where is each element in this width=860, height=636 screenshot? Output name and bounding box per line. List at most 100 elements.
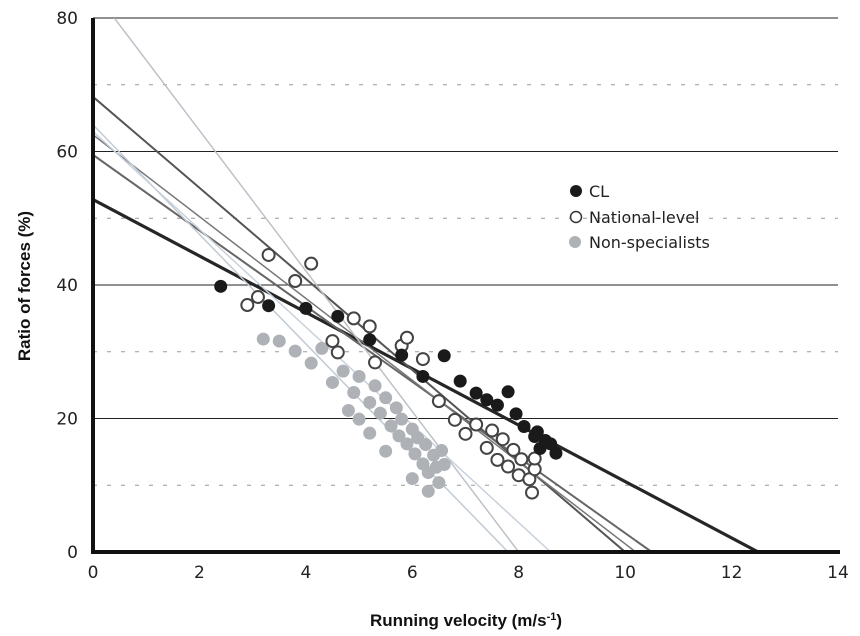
- data-point: [453, 374, 467, 388]
- data-point: [363, 333, 377, 347]
- data-point: [240, 298, 255, 313]
- data-point: [525, 485, 540, 500]
- x-axis-label: Running velocity (m/s-1): [370, 611, 562, 630]
- y-tick-label: 20: [56, 410, 78, 430]
- data-point: [352, 412, 366, 426]
- data-point: [304, 356, 318, 370]
- data-point: [501, 385, 515, 399]
- data-point: [431, 394, 446, 409]
- data-point: [479, 440, 494, 455]
- data-point: [485, 423, 500, 438]
- data-point: [395, 412, 409, 426]
- legend-label-cl: CL: [589, 182, 609, 201]
- legend-label-nonspecialists: Non-specialists: [589, 233, 710, 252]
- data-point: [379, 391, 393, 405]
- data-point: [330, 345, 345, 360]
- data-points: [214, 247, 563, 500]
- data-point: [416, 369, 430, 383]
- data-point: [530, 425, 544, 439]
- y-tick-labels: 0 20 40 60 80: [56, 9, 78, 563]
- data-point: [304, 256, 319, 271]
- data-point: [272, 334, 286, 348]
- data-point: [490, 398, 504, 412]
- data-point: [495, 432, 510, 447]
- data-point: [352, 369, 366, 383]
- data-point: [419, 438, 433, 452]
- data-point: [362, 319, 377, 334]
- x-tick-label: 8: [513, 563, 524, 583]
- data-point: [363, 395, 377, 409]
- data-point: [527, 451, 542, 466]
- data-point: [363, 426, 377, 440]
- data-point: [325, 334, 340, 349]
- data-point: [288, 273, 303, 288]
- regression-line: [93, 154, 653, 552]
- x-tick-labels: 0 2 4 6 8 10 12 14: [88, 563, 849, 583]
- data-point: [400, 437, 414, 451]
- data-point: [214, 279, 228, 293]
- data-point: [447, 412, 462, 427]
- legend-marker-national: [569, 210, 583, 224]
- data-point: [509, 407, 523, 421]
- data-point: [399, 330, 414, 345]
- y-tick-label: 80: [56, 9, 78, 29]
- data-point: [395, 348, 409, 362]
- legend-marker-cl: [570, 185, 582, 197]
- data-point: [331, 309, 345, 323]
- data-point: [262, 299, 276, 313]
- data-point: [373, 406, 387, 420]
- data-point: [299, 301, 313, 315]
- y-tick-label: 0: [67, 543, 78, 563]
- data-point: [405, 472, 419, 486]
- data-point: [421, 484, 435, 498]
- data-point: [384, 419, 398, 433]
- data-point: [325, 375, 339, 389]
- legend-marker-nonspecialists: [569, 236, 581, 248]
- data-point: [437, 349, 451, 363]
- data-point: [415, 352, 430, 367]
- x-tick-label: 12: [721, 563, 743, 583]
- data-point: [256, 332, 270, 346]
- data-point: [549, 446, 563, 460]
- data-point: [506, 442, 521, 457]
- y-tick-label: 40: [56, 276, 78, 296]
- data-point: [250, 290, 265, 305]
- data-point: [315, 341, 329, 355]
- regression-line: [93, 130, 552, 552]
- data-point: [469, 417, 484, 432]
- data-point: [432, 476, 446, 490]
- x-tick-label: 6: [407, 563, 418, 583]
- regression-line: [93, 96, 626, 552]
- data-point: [261, 247, 276, 262]
- data-point: [480, 393, 494, 407]
- x-tick-label: 4: [300, 563, 311, 583]
- data-point: [368, 355, 383, 370]
- data-point: [437, 458, 451, 472]
- axes: [91, 18, 840, 554]
- data-point: [368, 379, 382, 393]
- data-point: [490, 452, 505, 467]
- data-point: [517, 420, 531, 434]
- data-point: [469, 386, 483, 400]
- y-axis-label: Ratio of forces (%): [15, 211, 34, 361]
- x-tick-label: 14: [827, 563, 849, 583]
- regression-line: [113, 18, 520, 552]
- legend: CL National-level Non-specialists: [569, 182, 710, 252]
- y-tick-label: 60: [56, 143, 78, 163]
- x-tick-label: 10: [614, 563, 636, 583]
- data-point: [514, 452, 529, 467]
- data-point: [501, 459, 516, 474]
- data-point: [347, 385, 361, 399]
- data-point: [288, 344, 302, 358]
- legend-label-national: National-level: [589, 208, 700, 227]
- x-tick-label: 2: [194, 563, 205, 583]
- data-point: [341, 403, 355, 417]
- data-point: [408, 447, 422, 461]
- data-point: [379, 444, 393, 458]
- data-point: [389, 401, 403, 415]
- data-point: [346, 311, 361, 326]
- data-point: [336, 364, 350, 378]
- data-point: [458, 426, 473, 441]
- data-point: [435, 444, 449, 458]
